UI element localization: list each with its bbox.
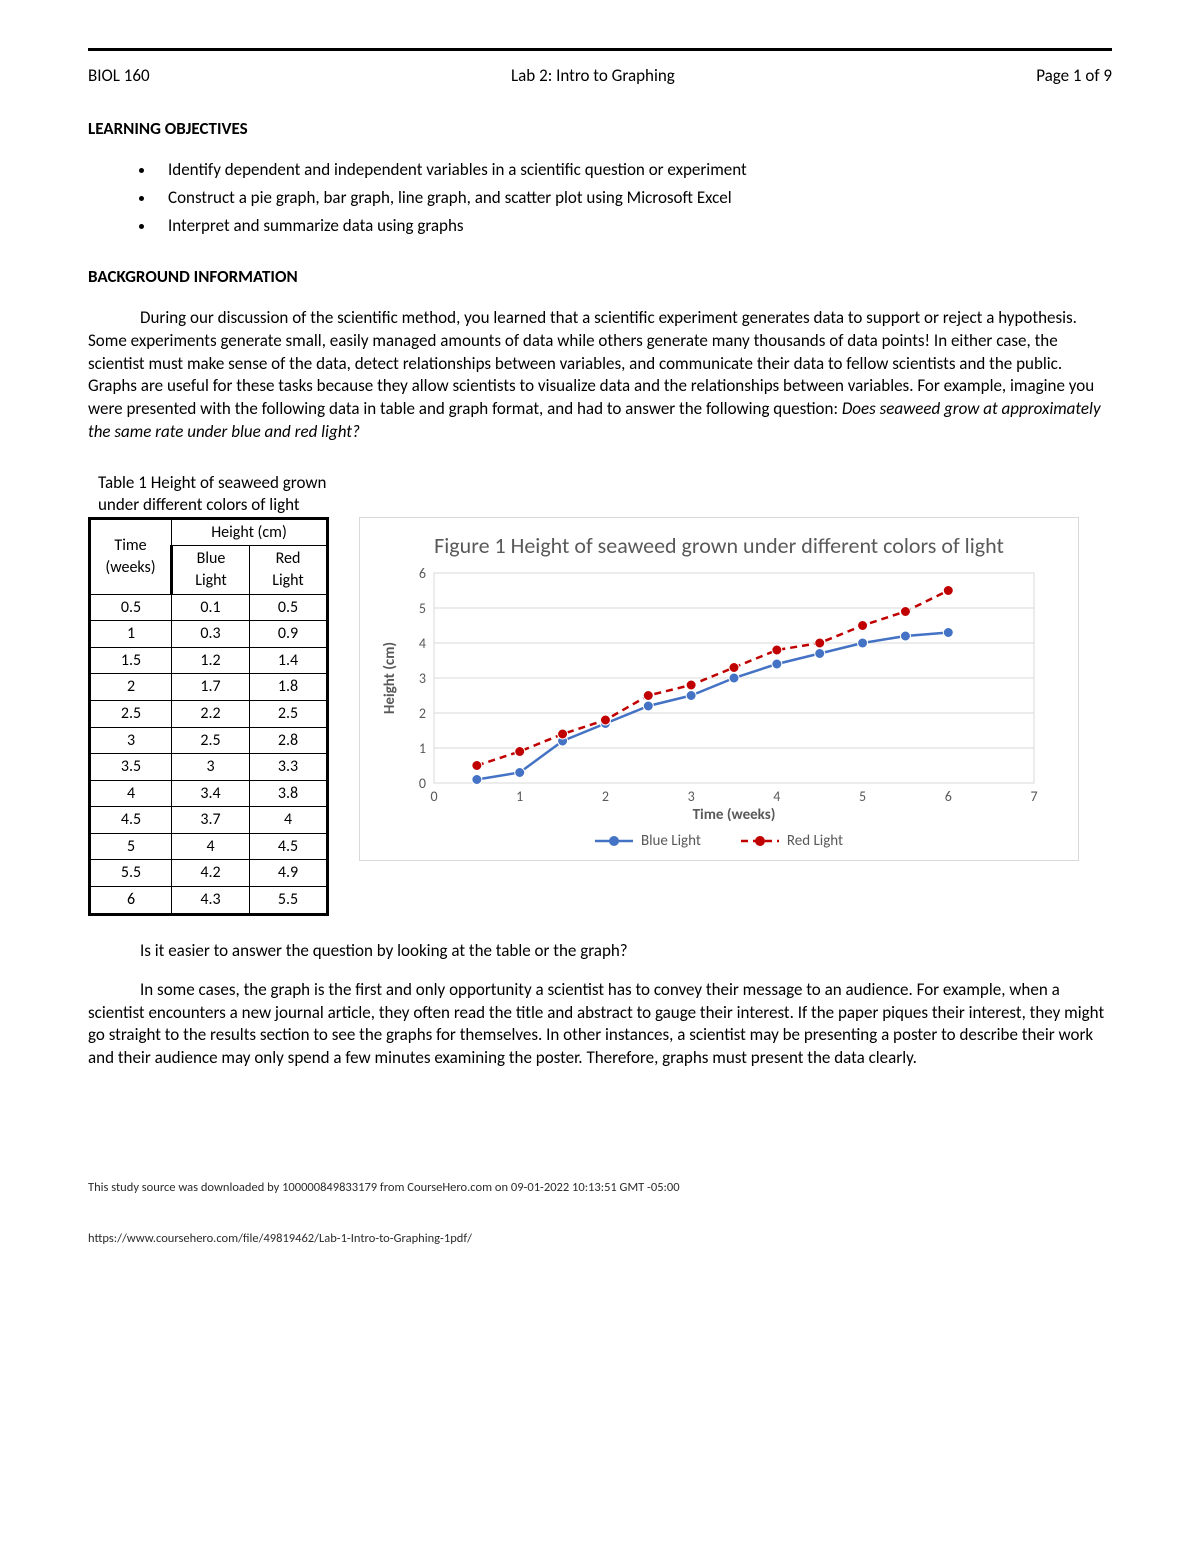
lab-title: Lab 2: Intro to Graphing xyxy=(511,65,675,88)
table-row: 3.533.3 xyxy=(90,754,328,781)
col-time-header: Time (weeks) xyxy=(105,536,155,577)
chart-legend: Blue Light Red Light xyxy=(372,831,1066,851)
table-cell: 1.8 xyxy=(250,674,328,701)
table-cell: 2.5 xyxy=(90,700,172,727)
table-cell: 2.2 xyxy=(172,700,250,727)
table-row: 2.52.22.5 xyxy=(90,700,328,727)
chart-container: Figure 1 Height of seaweed grown under d… xyxy=(359,517,1079,861)
table-cell: 4 xyxy=(90,780,172,807)
table-cell: 3.4 xyxy=(172,780,250,807)
legend-item: Red Light xyxy=(741,831,843,851)
table-row: 544.5 xyxy=(90,833,328,860)
page-header: BIOL 160 Lab 2: Intro to Graphing Page 1… xyxy=(88,65,1112,88)
chart-title: Figure 1 Height of seaweed grown under d… xyxy=(372,532,1066,560)
svg-text:Height (cm): Height (cm) xyxy=(381,642,399,714)
svg-text:0: 0 xyxy=(430,788,437,805)
table-cell: 0.9 xyxy=(250,621,328,648)
background-paragraph: During our discussion of the scientific … xyxy=(88,307,1112,445)
table-cell: 2.8 xyxy=(250,727,328,754)
objective-item: Identify dependent and independent varia… xyxy=(156,159,1112,182)
table-row: 21.71.8 xyxy=(90,674,328,701)
svg-text:4: 4 xyxy=(773,788,780,805)
col-blue-header: Blue Light xyxy=(195,549,227,590)
table-cell: 4.9 xyxy=(250,860,328,887)
line-chart: 0 1 2 3 4 5 6 0 1 2 3 4 5 6 7 Time (weeks) Height (cm) xyxy=(372,567,1048,823)
top-rule xyxy=(88,48,1112,51)
table-cell: 4.3 xyxy=(172,887,250,915)
background-heading: BACKGROUND INFORMATION xyxy=(88,266,1112,289)
objective-item: Construct a pie graph, bar graph, line g… xyxy=(156,187,1112,210)
table-row: 4.53.74 xyxy=(90,807,328,834)
table-row: 43.43.8 xyxy=(90,780,328,807)
course-code: BIOL 160 xyxy=(88,65,150,88)
svg-text:2: 2 xyxy=(602,788,609,805)
table-cell: 2.5 xyxy=(250,700,328,727)
svg-text:1: 1 xyxy=(419,740,426,757)
table-cell: 1 xyxy=(90,621,172,648)
table-cell: 2.5 xyxy=(172,727,250,754)
table-cell: 0.3 xyxy=(172,621,250,648)
table-cell: 2 xyxy=(90,674,172,701)
col-group-header: Height (cm) xyxy=(211,523,287,542)
col-red-header: Red Light xyxy=(272,549,304,590)
svg-text:3: 3 xyxy=(419,670,426,687)
table-cell: 1.4 xyxy=(250,647,328,674)
table-cell: 3.7 xyxy=(172,807,250,834)
table-chart-row: Time (weeks) Height (cm) Blue Light Red … xyxy=(88,517,1112,916)
table-row: 32.52.8 xyxy=(90,727,328,754)
question-paragraph: Is it easier to answer the question by l… xyxy=(88,940,1112,963)
page-number: Page 1 of 9 xyxy=(1036,65,1112,88)
closing-paragraph: In some cases, the graph is the first an… xyxy=(88,979,1112,1071)
legend-item: Blue Light xyxy=(595,831,701,851)
table-cell: 3.3 xyxy=(250,754,328,781)
table-row: 1.51.21.4 xyxy=(90,647,328,674)
table-row: 10.30.9 xyxy=(90,621,328,648)
table-cell: 5.5 xyxy=(250,887,328,915)
objectives-heading: LEARNING OBJECTIVES xyxy=(88,118,1112,141)
svg-text:7: 7 xyxy=(1030,788,1037,805)
svg-text:2: 2 xyxy=(419,705,426,722)
table-cell: 0.5 xyxy=(90,594,172,621)
source-url: https://www.coursehero.com/file/49819462… xyxy=(88,1231,1112,1248)
table-cell: 1.2 xyxy=(172,647,250,674)
table-cell: 5.5 xyxy=(90,860,172,887)
table-cell: 0.1 xyxy=(172,594,250,621)
table-caption: Table 1 Height of seaweed grown under di… xyxy=(98,472,358,515)
table-cell: 0.5 xyxy=(250,594,328,621)
svg-text:6: 6 xyxy=(419,567,426,582)
document-page: BIOL 160 Lab 2: Intro to Graphing Page 1… xyxy=(0,0,1200,1278)
seaweed-table: Time (weeks) Height (cm) Blue Light Red … xyxy=(88,517,329,916)
table-cell: 3.5 xyxy=(90,754,172,781)
table-cell: 6 xyxy=(90,887,172,915)
objective-item: Interpret and summarize data using graph… xyxy=(156,215,1112,238)
svg-text:3: 3 xyxy=(688,788,695,805)
table-cell: 4 xyxy=(250,807,328,834)
table-cell: 5 xyxy=(90,833,172,860)
table-cell: 1.7 xyxy=(172,674,250,701)
table-cell: 3 xyxy=(172,754,250,781)
svg-text:0: 0 xyxy=(419,775,426,792)
table-cell: 4.5 xyxy=(90,807,172,834)
svg-text:4: 4 xyxy=(419,635,426,652)
table-cell: 1.5 xyxy=(90,647,172,674)
svg-text:5: 5 xyxy=(419,600,426,617)
table-cell: 3 xyxy=(90,727,172,754)
table-cell: 4.5 xyxy=(250,833,328,860)
legend-label: Red Light xyxy=(787,831,843,851)
svg-text:1: 1 xyxy=(516,788,523,805)
objectives-list: Identify dependent and independent varia… xyxy=(156,159,1112,238)
table-cell: 4 xyxy=(172,833,250,860)
legend-label: Blue Light xyxy=(641,831,701,851)
table-row: 64.35.5 xyxy=(90,887,328,915)
svg-text:5: 5 xyxy=(859,788,866,805)
table-cell: 4.2 xyxy=(172,860,250,887)
table-row: 5.54.24.9 xyxy=(90,860,328,887)
source-note: This study source was downloaded by 1000… xyxy=(88,1180,1112,1197)
svg-text:Time (weeks): Time (weeks) xyxy=(693,806,776,823)
table-row: 0.50.10.5 xyxy=(90,594,328,621)
table-cell: 3.8 xyxy=(250,780,328,807)
svg-text:6: 6 xyxy=(945,788,952,805)
